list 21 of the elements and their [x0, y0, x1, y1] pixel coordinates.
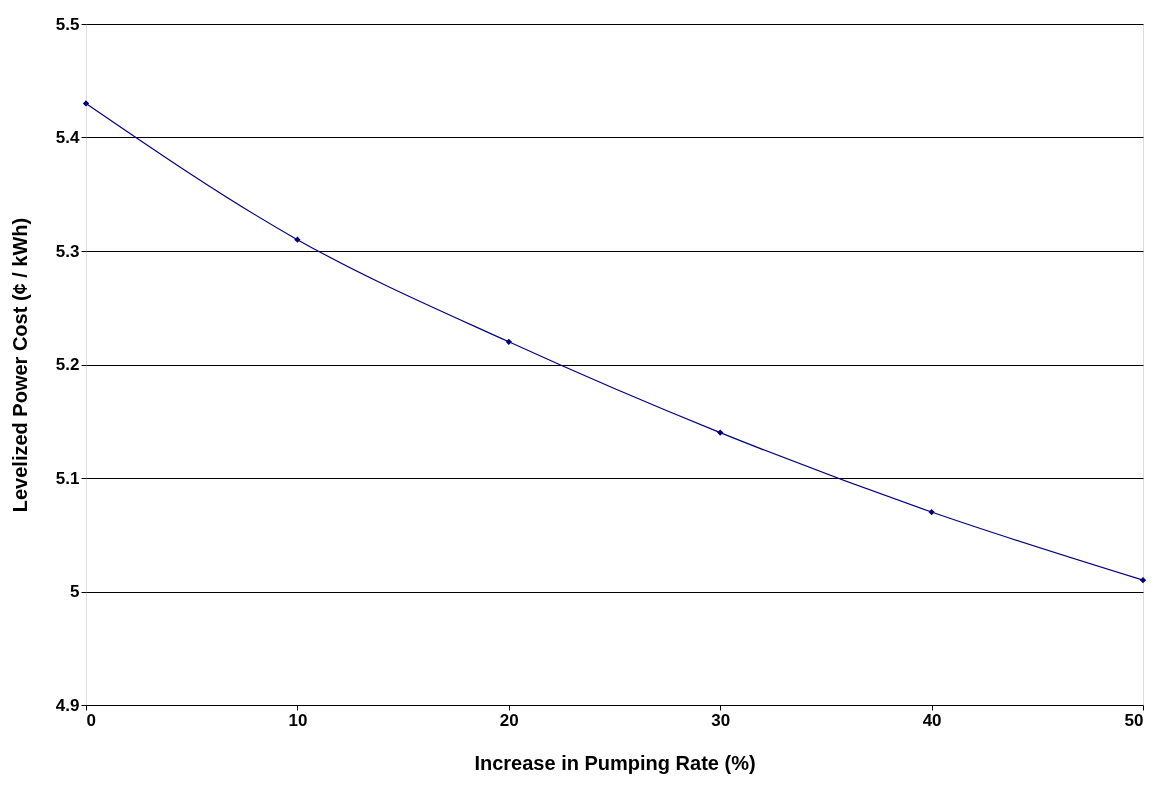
- y-axis-title: Levelized Power Cost (¢ / kWh): [8, 217, 31, 513]
- point: [294, 236, 301, 243]
- y-tick-label: 4.9: [55, 695, 80, 715]
- y-tick-label: 5: [70, 582, 80, 601]
- y-tick-label: 5.3: [55, 241, 80, 261]
- point: [717, 429, 724, 436]
- x-tick-label: 50: [1124, 710, 1144, 730]
- point: [82, 100, 90, 107]
- x-tick-label: 0: [86, 710, 96, 730]
- point: [928, 508, 935, 516]
- x-tick-label: 30: [711, 710, 731, 730]
- y-tick-label: 5.1: [55, 468, 80, 488]
- y-tick-label: 5.4: [55, 128, 81, 147]
- x-tick-label: 20: [499, 710, 519, 730]
- x-axis-title: Increase in Pumping Rate (%): [474, 751, 756, 774]
- point: [505, 338, 512, 345]
- y-tick-label: 5.2: [55, 355, 80, 374]
- x-tick-label: 40: [922, 710, 942, 730]
- y-tick-label: 5.5: [55, 14, 80, 34]
- x-tick-label: 10: [288, 710, 308, 730]
- point: [1139, 576, 1147, 584]
